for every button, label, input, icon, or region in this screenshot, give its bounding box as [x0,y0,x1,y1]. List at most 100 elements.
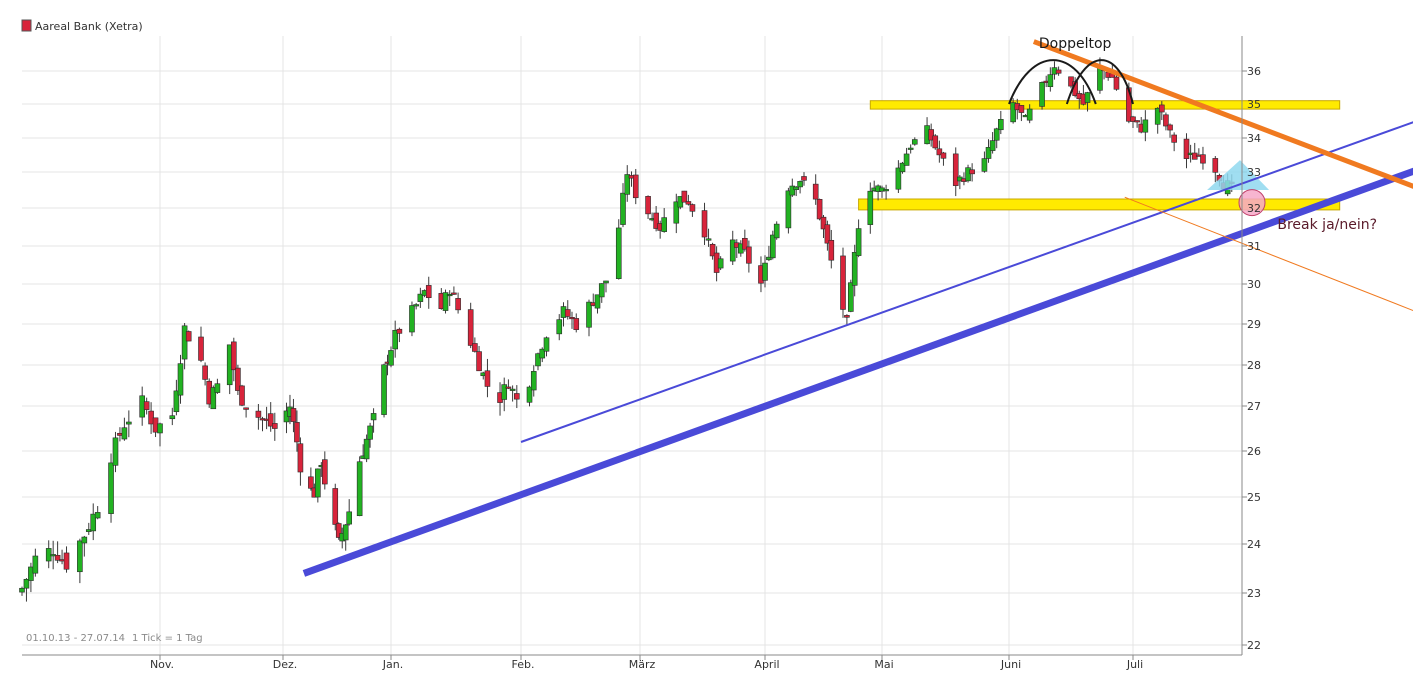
candle-body [812,183,819,200]
candle-body [396,328,403,334]
candle-body [1055,69,1062,74]
candle-body [231,341,237,371]
candle-body [181,325,188,360]
x-tick-label: Nov. [150,658,174,671]
candle-body [476,351,482,372]
candle-body [1200,154,1206,164]
candle-body [620,192,626,225]
candle-body [388,350,394,366]
candle-body [143,401,150,410]
candle-body [985,147,992,159]
candle-body [77,540,83,573]
y-tick-label: 30 [1247,278,1261,291]
x-tick-label: April [754,658,779,671]
candle-body [624,174,631,195]
candle-body [451,292,457,295]
double-top-arch [1065,59,1134,105]
candle-body [940,152,947,159]
candle-body [998,119,1004,131]
candle-body [907,147,914,150]
candle-body [54,554,61,561]
candle-body [883,189,889,192]
candle-body [370,413,377,421]
candle-body [255,410,262,418]
candle-body [847,282,854,312]
x-tick-label: Dez. [273,658,298,671]
candle-body [569,317,575,320]
candle-body [1159,104,1165,113]
candle-body [94,512,101,519]
x-tick-label: Juni [1000,658,1021,671]
candle-body [598,283,605,298]
candle-body [965,167,971,182]
candle-body [911,139,918,145]
candle-body [108,462,114,514]
y-tick-label: 35 [1247,98,1261,111]
x-tick-label: Jan. [382,658,403,671]
candle-body [689,204,696,212]
candle-body [239,385,245,406]
candle-body [367,425,373,440]
candle-body [535,353,541,367]
candle-body [271,423,278,429]
x-tick-label: Feb. [512,658,535,671]
candle-body [526,386,533,403]
candle-body [455,298,461,311]
chart-title: Aareal Bank (Xetra) [35,20,143,33]
support-band [869,100,1341,110]
candle-body [363,438,370,460]
candle-body [530,371,537,391]
candle-body [308,476,314,489]
candle-body [210,387,217,410]
candle-body [413,304,419,307]
y-tick-label: 34 [1247,132,1261,145]
candle-body [840,255,846,310]
resistance-trendline [1032,39,1413,189]
candle-body [126,421,132,425]
candle-body [32,555,39,574]
x-tick-label: März [629,658,656,671]
y-tick-label: 32 [1247,202,1261,215]
candle-body [773,223,780,239]
candle-body [969,169,975,175]
y-tick-label: 23 [1247,587,1261,600]
candle-body [157,423,163,434]
candle-body [746,246,752,264]
candle-body [214,383,221,393]
candle-body [993,128,1000,141]
support-resistance-bands [858,100,1341,211]
candle-body [235,367,241,391]
grid [22,36,1247,660]
candle-body [63,552,70,570]
candle-body [1026,108,1033,121]
candle-body [844,315,850,318]
support-band [858,198,1341,211]
candle-body [514,393,520,400]
candle-body [425,285,432,299]
doppeltop-annotation: Doppeltop [1039,36,1112,52]
candle-body [243,407,249,410]
candle-body [356,461,363,517]
period-label: 01.10.13 - 27.07.14 [26,633,125,644]
candle-body [297,443,304,473]
candle-body [294,422,300,443]
candle-body [442,292,449,311]
candle-body [346,511,352,525]
candle-body [446,293,453,297]
x-tick-label: Mai [874,658,893,671]
candle-body [392,329,398,350]
candle-body [501,384,508,400]
candle-body [1018,105,1025,113]
candle-body [685,201,692,205]
candle-body [509,388,516,391]
axes [22,36,1243,656]
title-marker [21,19,32,32]
candle-body [789,185,796,196]
candle-body [1113,76,1120,90]
candle-body [615,227,622,279]
candle-body [267,413,274,427]
candle-body [816,199,823,220]
candle-body [594,294,601,309]
annotations: Doppeltop Break ja/nein? [302,36,1413,577]
